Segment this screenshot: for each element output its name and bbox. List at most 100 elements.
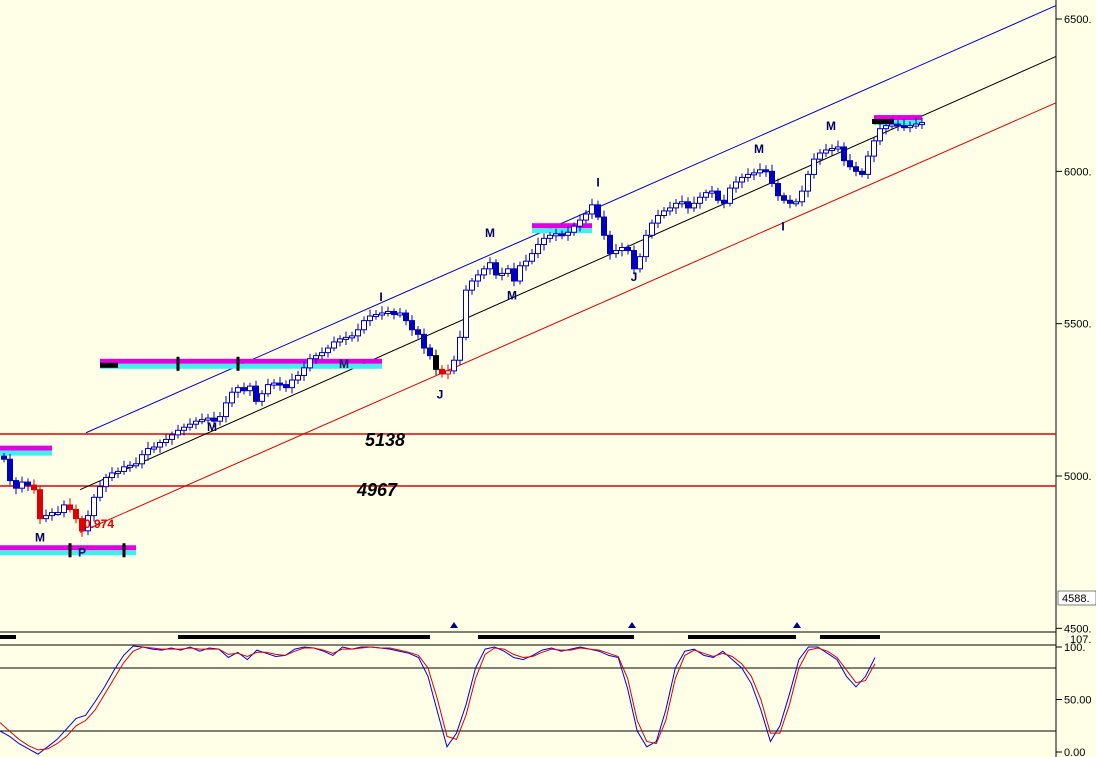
candle-body: [127, 464, 133, 468]
candle-body: [475, 274, 481, 282]
candle-body: [673, 202, 679, 209]
candle-body: [607, 234, 613, 255]
candle-body: [421, 333, 427, 349]
osc-tick-label: 0.00: [1064, 747, 1085, 757]
candle-body: [637, 256, 643, 270]
candle-body: [301, 367, 307, 376]
candle-body: [763, 169, 769, 173]
wave-label: J: [437, 387, 444, 401]
current-price-box: [1057, 590, 1096, 606]
wave-label: M: [339, 357, 349, 371]
wave-label: M: [826, 119, 836, 133]
candle-body: [481, 268, 487, 276]
zone-band-bottom: [0, 450, 52, 456]
candle-body: [643, 234, 649, 258]
candle-body: [37, 489, 43, 520]
candle-body: [529, 253, 535, 262]
candle-body: [55, 512, 61, 516]
candle-body: [859, 170, 865, 175]
candle-body: [571, 225, 577, 233]
channel-line-middle: [79, 56, 1057, 491]
candle-body: [565, 231, 571, 236]
candle-body: [175, 429, 181, 436]
candle-body: [817, 152, 823, 160]
fib-ratio-label: 0.974: [84, 517, 114, 531]
candle-body: [121, 466, 127, 472]
wave-label: M: [35, 531, 45, 545]
candle-body: [271, 382, 277, 386]
price-tick-label: 4500.: [1064, 623, 1092, 635]
candle-body: [367, 315, 373, 322]
candle-body: [229, 391, 235, 404]
price-tick-label: 5500.: [1064, 319, 1092, 331]
candle-body: [97, 486, 103, 498]
candle-body: [913, 123, 919, 127]
candle-body: [547, 234, 553, 239]
candle-body: [703, 192, 709, 198]
candle-body: [805, 173, 811, 192]
candle-body: [13, 480, 19, 489]
candle-body: [307, 358, 313, 369]
candle-body: [451, 359, 457, 372]
candle-body: [691, 202, 697, 209]
candle-body: [25, 481, 31, 486]
candle-body: [829, 147, 835, 151]
candle-body: [709, 190, 715, 194]
candle-body: [109, 472, 115, 479]
candle-body: [409, 320, 415, 331]
candle-body: [679, 201, 685, 205]
candle-body: [361, 320, 367, 331]
candle-body: [811, 158, 817, 175]
candle-body: [445, 370, 451, 375]
candle-body: [151, 446, 157, 450]
band-tick: [122, 543, 126, 558]
candle-body: [157, 441, 163, 448]
candle-body: [631, 250, 637, 270]
price-tick-label: 5000.: [1064, 471, 1092, 483]
oscillator-marker-bar: [478, 635, 634, 639]
candle-body: [373, 314, 379, 318]
candle-body: [235, 387, 241, 393]
zone-band-top: [0, 545, 136, 551]
candle-body: [865, 155, 871, 175]
candle-body: [751, 172, 757, 176]
candle-body: [205, 417, 211, 421]
signal-triangle: [793, 622, 801, 628]
zone-band-bottom: [100, 363, 382, 369]
candle-body: [493, 262, 499, 276]
channel-line-lower: [79, 102, 1057, 533]
wave-label: I: [781, 220, 784, 234]
oscillator-marker-bar: [688, 635, 796, 639]
candle-body: [577, 219, 583, 227]
candle-body: [721, 199, 727, 204]
band-marker: [872, 119, 894, 125]
candle-body: [49, 512, 55, 517]
candle-body: [379, 312, 385, 316]
candle-body: [253, 385, 259, 402]
wave-label: M: [507, 288, 517, 302]
zone-band-top: [874, 115, 922, 121]
candle-body: [295, 374, 301, 381]
band-tick: [176, 356, 180, 371]
candle-body: [319, 352, 325, 357]
candle-body: [241, 387, 247, 392]
candle-body: [331, 341, 337, 349]
oscillator-marker-bar: [0, 635, 16, 639]
candle-body: [619, 247, 625, 252]
osc-top-label: 107.: [1070, 634, 1091, 646]
candle-body: [589, 204, 595, 215]
candle-body: [523, 260, 529, 267]
candle-body: [337, 338, 343, 343]
candle-body: [67, 504, 73, 511]
candle-body: [853, 166, 859, 172]
candle-body: [181, 426, 187, 431]
candle-body: [439, 368, 445, 375]
wave-label: I: [379, 290, 382, 304]
candle-body: [583, 213, 589, 221]
candle-body: [487, 262, 493, 270]
candle-body: [19, 481, 25, 489]
candle-body: [355, 329, 361, 337]
osc-tick-label: 100.: [1064, 642, 1085, 654]
